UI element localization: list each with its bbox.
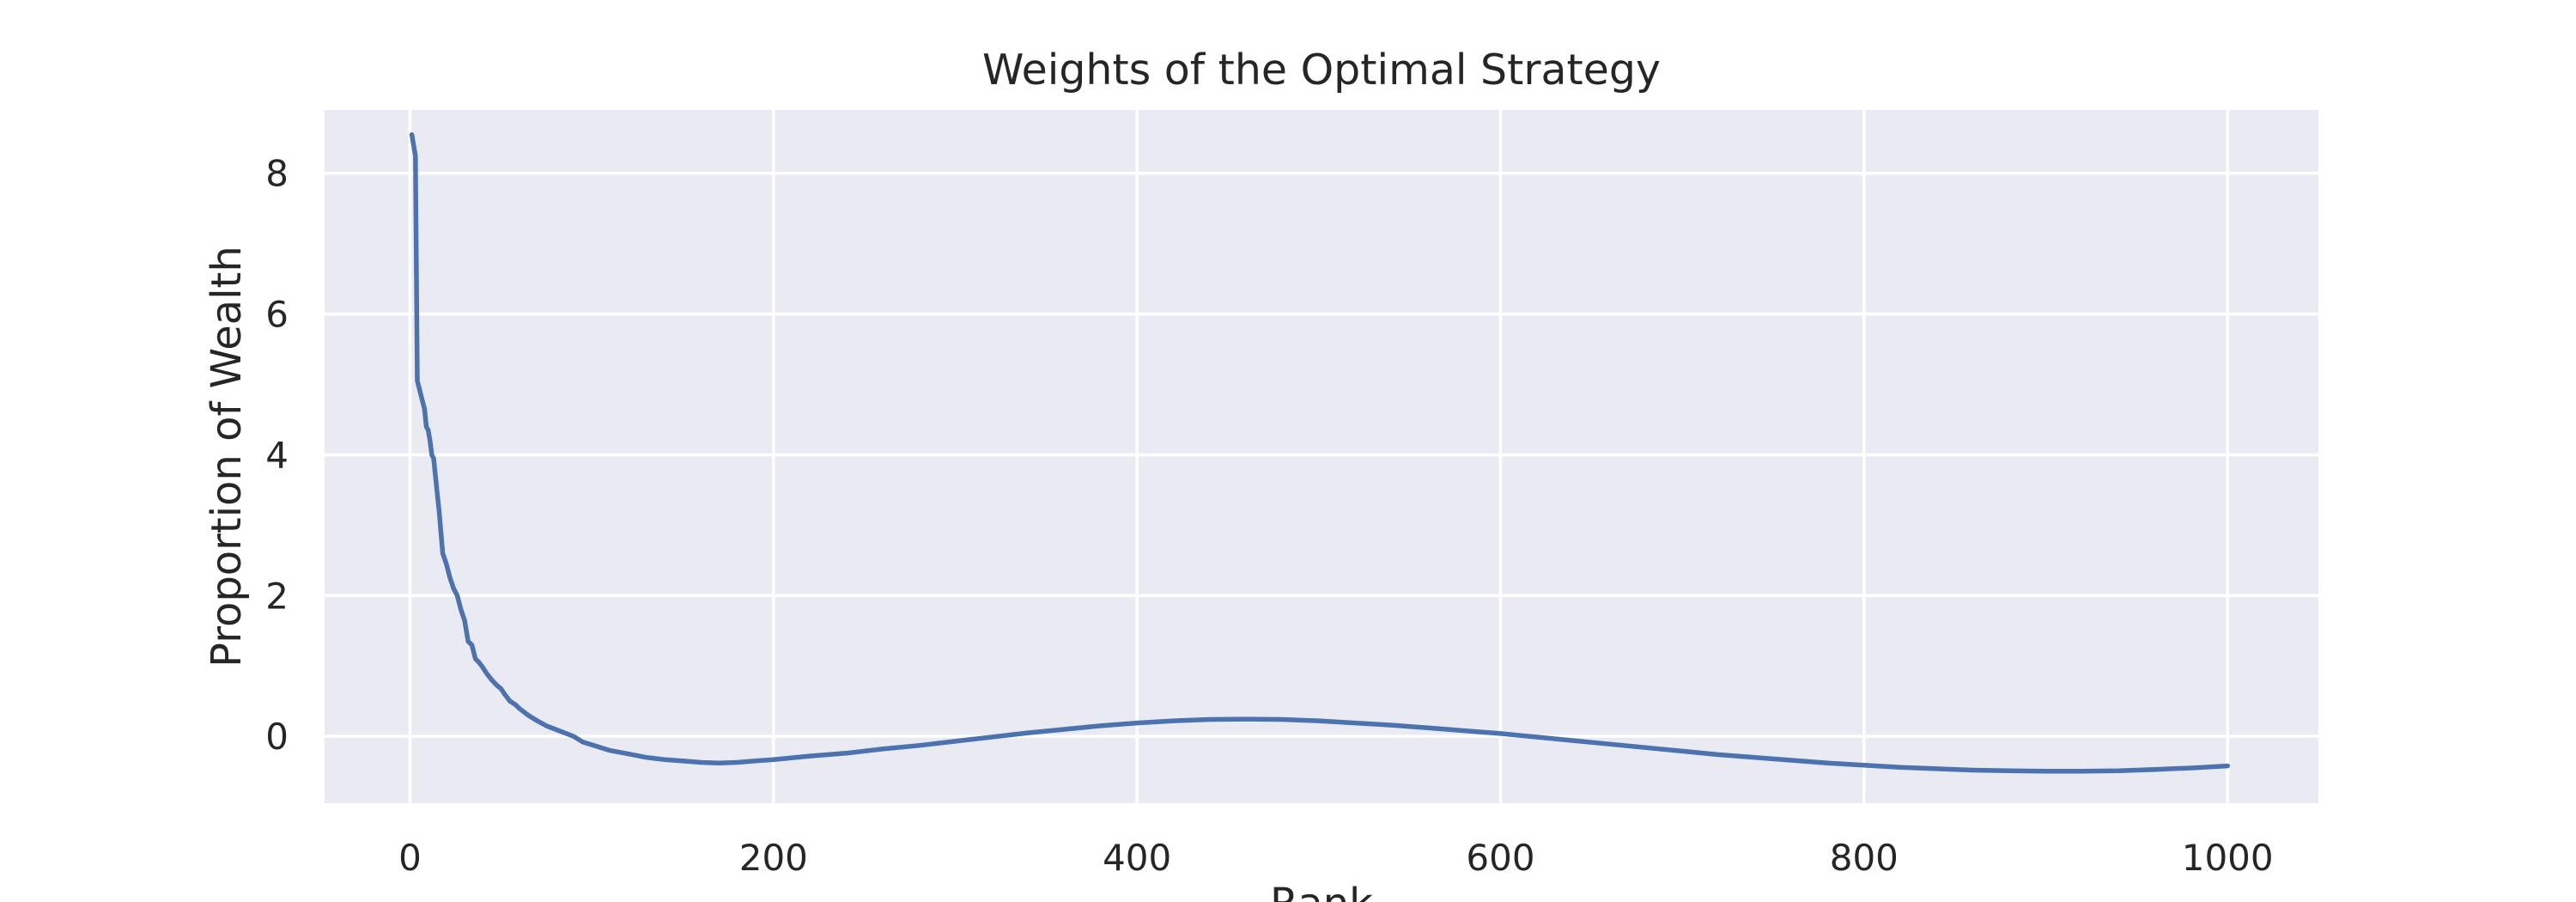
x-axis-label: Rank bbox=[1270, 880, 1373, 902]
grid-lines bbox=[325, 110, 2318, 803]
x-tick-label: 0 bbox=[398, 837, 422, 879]
y-tick-label: 6 bbox=[265, 294, 289, 336]
chart-title: Weights of the Optimal Strategy bbox=[982, 46, 1661, 94]
x-tick-label: 1000 bbox=[2182, 837, 2274, 879]
plot-background bbox=[325, 110, 2318, 803]
series-line bbox=[409, 131, 2230, 774]
y-tick-label: 0 bbox=[265, 716, 289, 758]
y-tick-label: 4 bbox=[265, 434, 289, 476]
x-tick-label: 200 bbox=[739, 837, 808, 879]
x-tick-label: 800 bbox=[1830, 837, 1899, 879]
y-axis-ticks: 0 2 4 6 8 bbox=[265, 153, 289, 758]
x-axis-ticks: 0 200 400 600 800 1000 bbox=[398, 837, 2273, 879]
x-tick-label: 400 bbox=[1103, 837, 1171, 879]
x-tick-label: 600 bbox=[1466, 837, 1534, 879]
y-tick-label: 8 bbox=[265, 153, 289, 195]
y-axis-label: Proportion of Wealth bbox=[203, 246, 251, 667]
y-tick-label: 2 bbox=[265, 575, 289, 617]
